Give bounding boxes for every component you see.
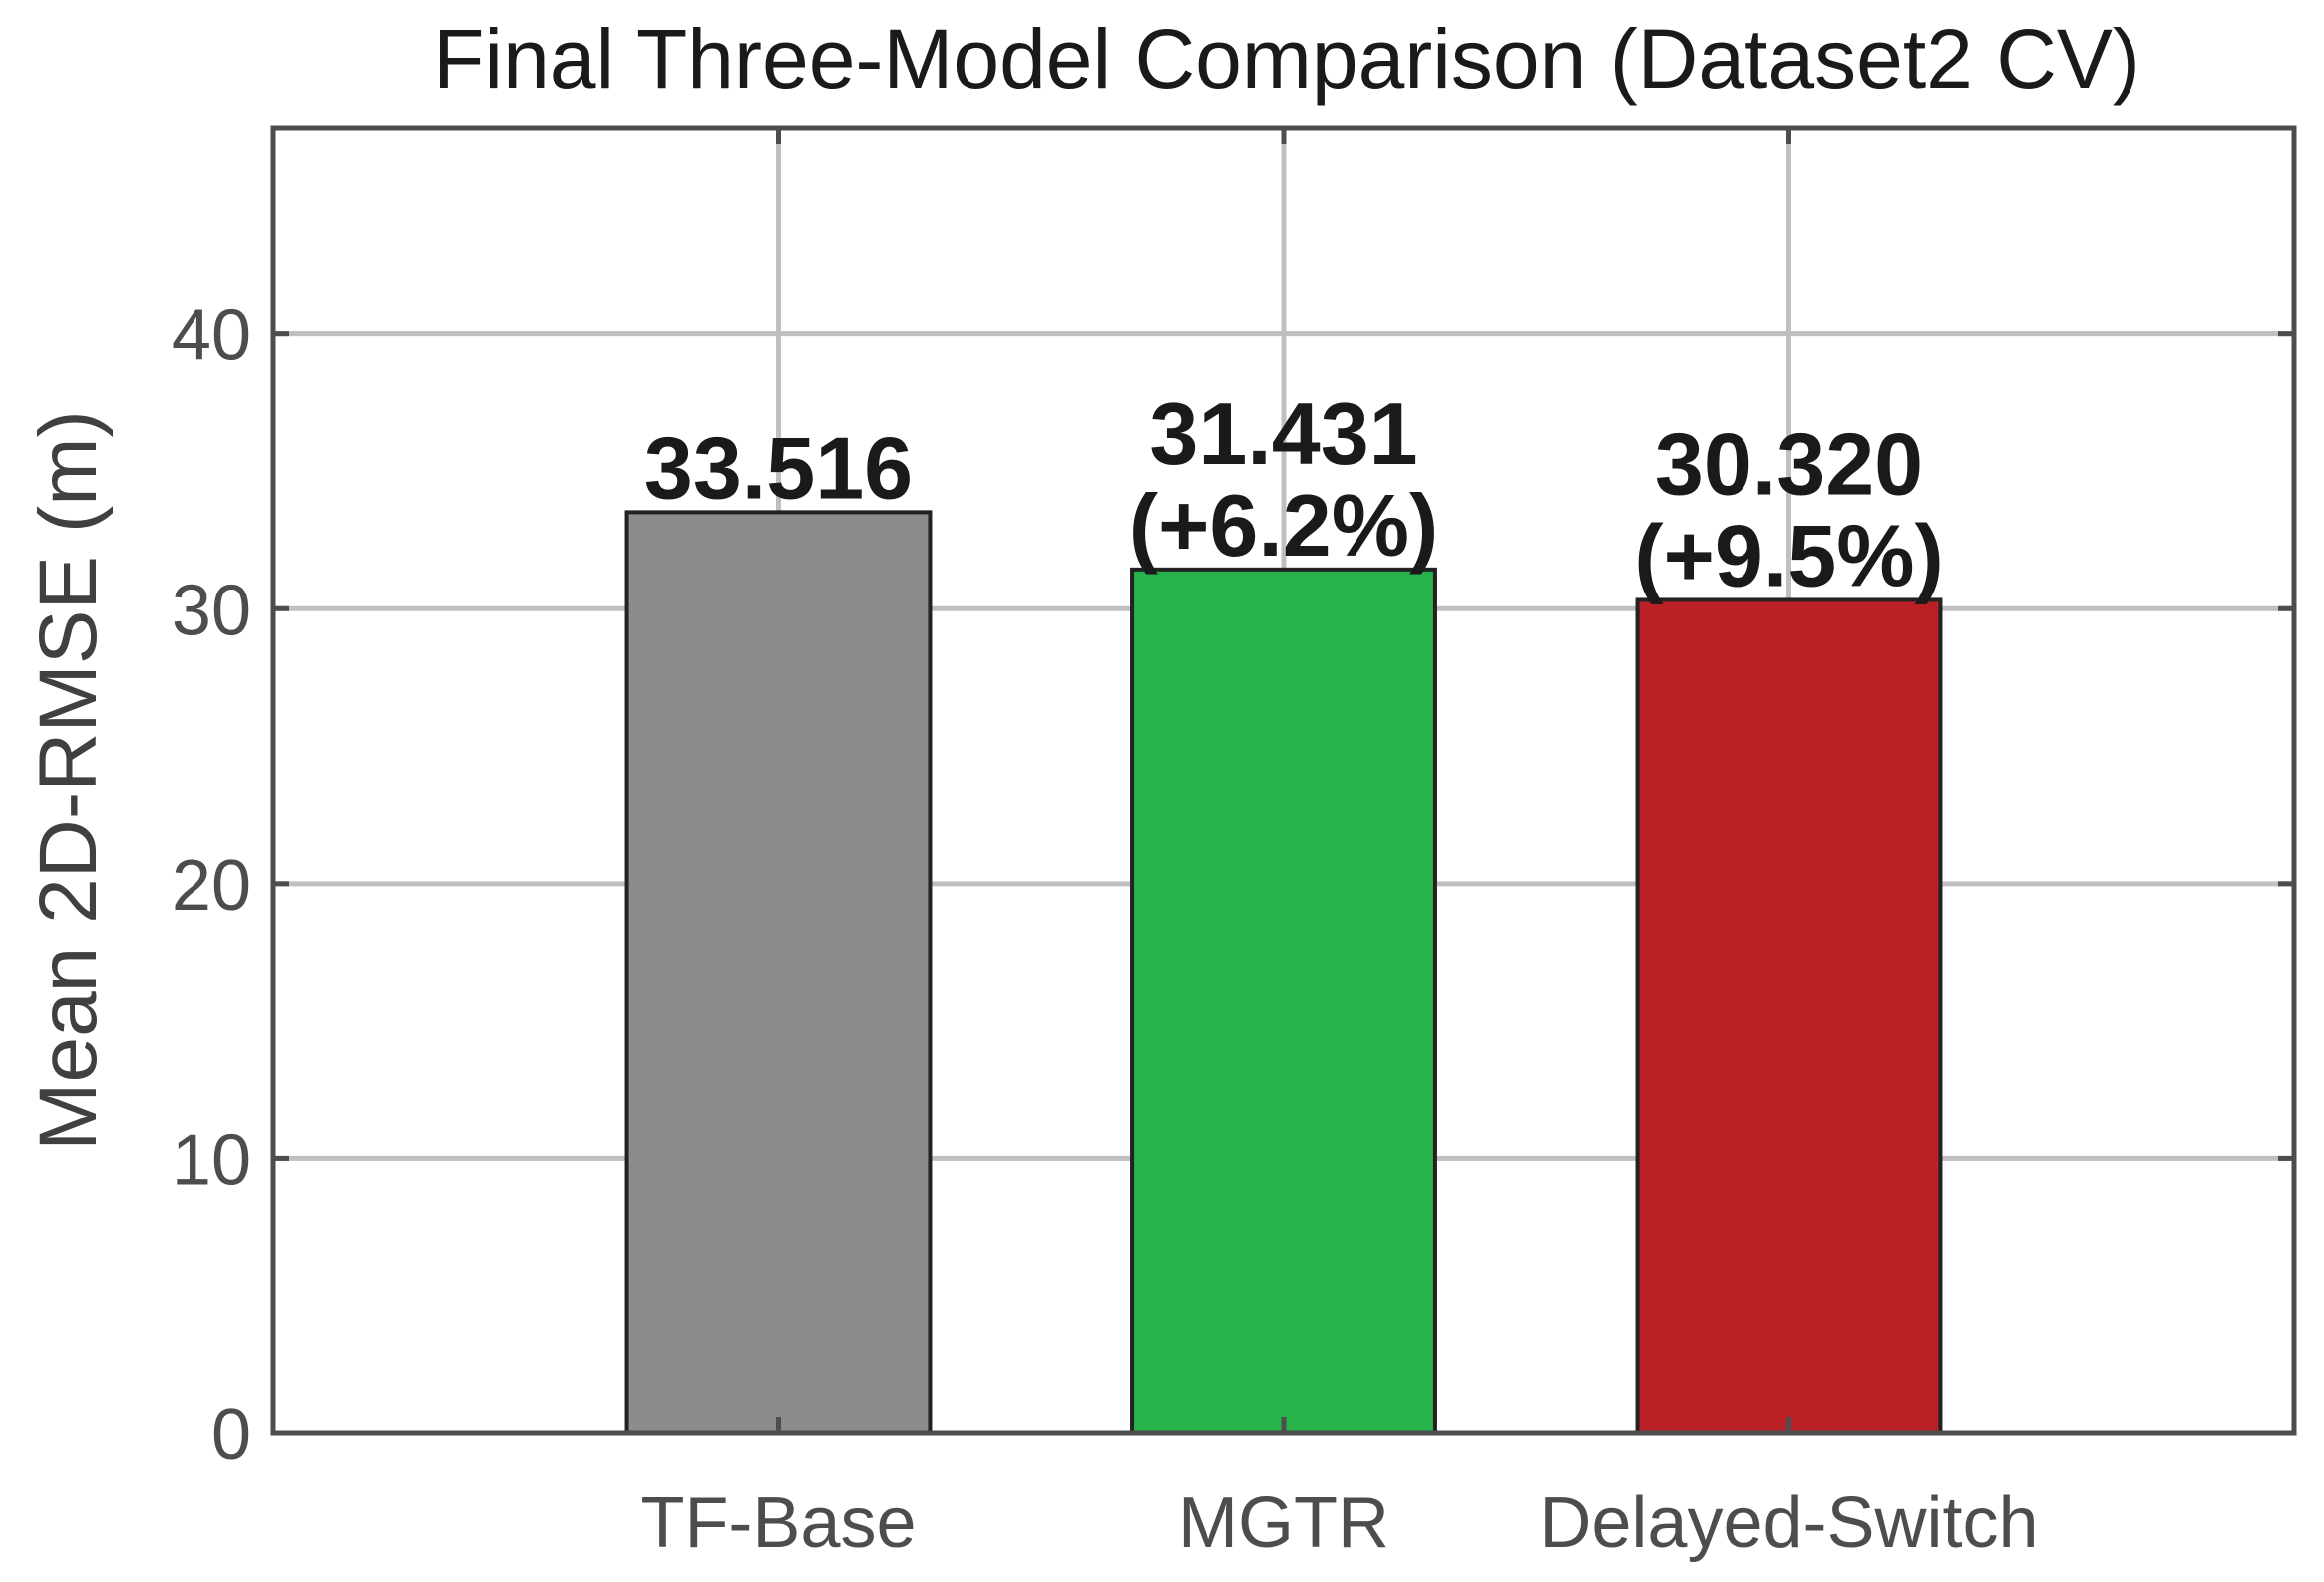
x-tick-label: Delayed-Switch	[1539, 1483, 2038, 1563]
bar-value-label: (+6.2%)	[1129, 476, 1439, 575]
y-tick-label: 40	[172, 296, 251, 376]
chart-title: Final Three-Model Comparison (Dataset2 C…	[433, 12, 2140, 106]
bar-value-label: 33.516	[644, 418, 913, 517]
bar-tf-base	[624, 510, 933, 1435]
x-tick-label: TF-Base	[640, 1483, 916, 1563]
axis-ticks	[273, 128, 2294, 1436]
y-tick-label: 0	[211, 1395, 251, 1475]
bar-delayed-switch	[1635, 597, 1943, 1435]
x-tick-labels: TF-Base MGTR Delayed-Switch	[640, 1483, 2038, 1563]
y-tick-labels: 0 10 20 30 40	[172, 296, 251, 1475]
bar-mgtr	[1130, 567, 1437, 1435]
y-axis-label: Mean 2D-RMSE (m)	[23, 410, 114, 1151]
bars	[624, 510, 1943, 1435]
y-tick-label: 20	[172, 846, 251, 926]
plot-frame	[270, 125, 2297, 1436]
y-tick-label: 10	[172, 1120, 251, 1200]
x-tick-label: MGTR	[1178, 1483, 1389, 1563]
y-tick-label: 30	[172, 571, 251, 650]
bar-value-label: 30.320	[1655, 414, 1923, 513]
bar-value-label: 31.431	[1149, 384, 1417, 483]
bar-value-label: (+9.5%)	[1634, 506, 1944, 604]
data-labels: 33.516 31.431(+6.2%) 30.320(+9.5%)	[644, 384, 1944, 605]
